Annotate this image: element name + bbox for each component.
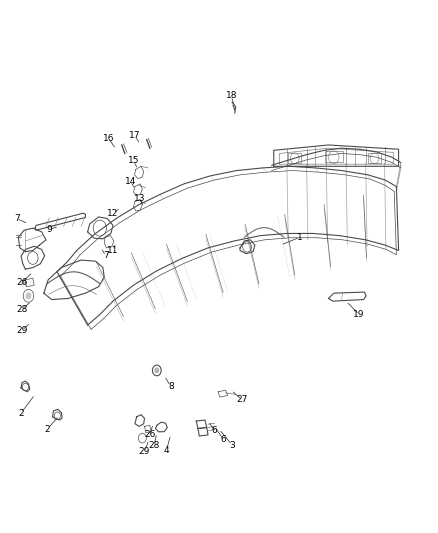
Text: 16: 16 [103,134,114,143]
Text: 15: 15 [128,157,139,165]
Text: 6: 6 [220,435,226,444]
Text: 29: 29 [16,326,28,335]
Text: 4: 4 [164,446,169,455]
Text: 1: 1 [297,233,303,241]
Text: 26: 26 [16,278,28,287]
Text: 26: 26 [144,430,155,439]
Text: 17: 17 [129,132,141,140]
Text: 2: 2 [18,409,24,417]
Text: 19: 19 [353,310,365,319]
Text: 6: 6 [212,426,218,435]
Text: 18: 18 [226,92,237,100]
Text: 7: 7 [103,252,109,260]
Circle shape [155,368,159,373]
Text: 14: 14 [125,177,136,185]
Bar [325,151,343,162]
Text: 29: 29 [139,448,150,456]
Circle shape [26,293,31,299]
Text: 11: 11 [107,246,119,255]
Text: 8: 8 [168,382,174,391]
Text: 28: 28 [16,305,28,313]
Text: 28: 28 [148,441,160,449]
Bar [288,153,301,163]
Bar [368,153,381,163]
Text: 27: 27 [236,395,247,404]
Text: 12: 12 [107,209,119,217]
Text: 9: 9 [46,225,52,233]
Text: 13: 13 [134,194,145,203]
Text: 7: 7 [14,214,20,223]
Text: 3: 3 [229,441,235,449]
Text: 2: 2 [45,425,50,433]
